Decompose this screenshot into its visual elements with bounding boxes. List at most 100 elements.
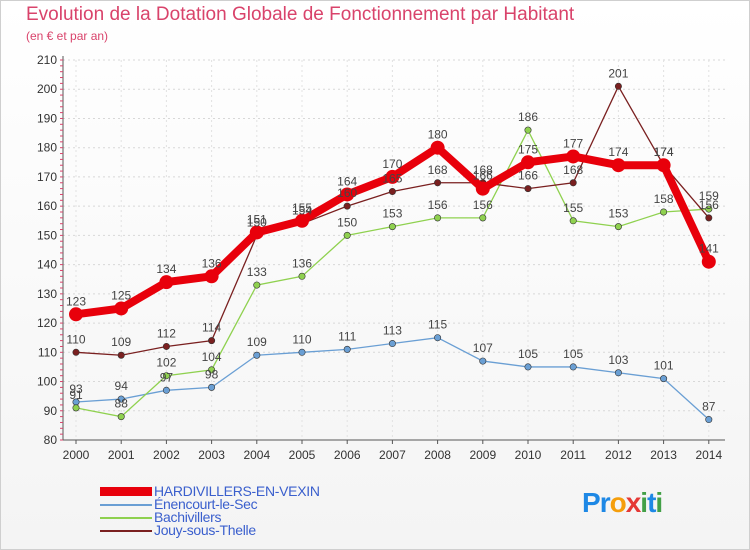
data-label: 168 [563, 163, 583, 177]
x-tick-label: 2006 [334, 448, 361, 462]
data-label: 177 [563, 136, 583, 150]
data-point [521, 155, 535, 170]
data-labels: 93 94 97 98 109 110 111 113 115 107 105 105 103 101 87 [69, 318, 715, 414]
data-label: 93 [69, 382, 83, 396]
y-tick-label: 110 [38, 345, 57, 359]
x-tick-label: 2005 [289, 448, 316, 462]
data-point [162, 386, 170, 394]
legend-label: HARDIVILLERS-EN-VEXIN [154, 483, 320, 499]
data-point [566, 149, 581, 164]
y-tick-label: 180 [37, 141, 57, 155]
data-label: 110 [66, 332, 85, 346]
x-tick-label: 2011 [560, 448, 586, 462]
data-label: 105 [563, 347, 583, 361]
data-label: 201 [608, 66, 628, 80]
data-label: 141 [699, 242, 719, 256]
data-point [430, 140, 445, 155]
data-label: 174 [608, 145, 628, 159]
data-point [388, 223, 396, 231]
data-point [434, 334, 442, 342]
data-label: 175 [518, 142, 538, 156]
x-tick-label: 2012 [605, 448, 632, 462]
data-label: 87 [702, 400, 716, 414]
proxiti-logo: Proxiti [582, 487, 663, 519]
data-label: 166 [473, 169, 493, 183]
logo-letter: o [609, 487, 627, 518]
logo-letter: x [625, 487, 642, 518]
data-point [569, 363, 577, 371]
y-tick-label: 210 [37, 53, 57, 67]
data-point [208, 366, 216, 374]
data-point [298, 272, 306, 280]
data-point [72, 348, 80, 356]
data-point [343, 202, 351, 210]
y-tick-label: 80 [44, 433, 58, 447]
data-point [434, 214, 442, 222]
logo-letter: i [640, 487, 648, 518]
chart-subtitle: (en € et par an) [26, 29, 109, 43]
data-point [701, 254, 716, 269]
data-label: 136 [202, 256, 222, 270]
x-tick-label: 2014 [695, 448, 722, 462]
data-point [705, 214, 713, 222]
data-label: 109 [111, 335, 131, 349]
data-point [117, 413, 125, 421]
logo-letter: t [647, 487, 656, 518]
y-tick-label: 170 [37, 170, 57, 184]
series-bachivillers [72, 126, 713, 421]
data-point [117, 351, 125, 359]
data-label: 180 [428, 128, 448, 142]
y-tick-label: 200 [37, 82, 57, 96]
data-label: 155 [292, 201, 312, 215]
data-point [524, 185, 532, 193]
data-point [117, 395, 125, 403]
x-tick-label: 2004 [243, 448, 270, 462]
data-label: 91 [69, 388, 83, 402]
data-label: 156 [473, 198, 493, 212]
data-point [705, 416, 713, 424]
data-point [614, 369, 622, 377]
x-tick-label: 2003 [198, 448, 225, 462]
data-label: 109 [247, 335, 267, 349]
data-point [705, 205, 713, 213]
legend-swatch [100, 504, 152, 506]
data-label: 134 [156, 262, 176, 276]
data-label: 174 [654, 145, 674, 159]
y-tick-label: 90 [44, 404, 58, 418]
data-label: 174 [654, 145, 674, 159]
data-label: 88 [115, 397, 129, 411]
series--nencourt-le-sec [72, 334, 713, 424]
data-point [162, 342, 170, 350]
data-point [159, 275, 174, 290]
series-hardivillers-en-vexin [69, 140, 716, 322]
grid [63, 59, 725, 441]
data-label: 153 [608, 207, 628, 221]
data-label: 133 [247, 265, 267, 279]
x-tick-label: 2008 [424, 448, 451, 462]
data-point [660, 375, 668, 383]
y-tick-label: 190 [37, 111, 57, 125]
y-tick-label: 140 [37, 258, 57, 272]
data-point [343, 231, 351, 239]
data-point [524, 126, 532, 134]
legend-swatch [100, 517, 152, 519]
data-labels: 123 125 134 136 151 155 164 170 180 166 175 177 174 1… [66, 128, 719, 309]
data-point [72, 404, 80, 412]
data-label: 111 [338, 329, 357, 343]
data-point [524, 363, 532, 371]
data-label: 115 [428, 318, 447, 332]
data-point [253, 351, 261, 359]
data-label: 150 [247, 215, 267, 229]
data-label: 136 [292, 256, 312, 270]
data-label: 159 [699, 189, 719, 203]
data-label: 156 [699, 198, 719, 212]
data-label: 102 [156, 356, 176, 370]
x-tick-label: 2010 [515, 448, 542, 462]
data-label: 150 [337, 215, 357, 229]
data-label: 168 [428, 163, 448, 177]
legend-swatch [100, 530, 152, 532]
x-tick-label: 2009 [469, 448, 496, 462]
